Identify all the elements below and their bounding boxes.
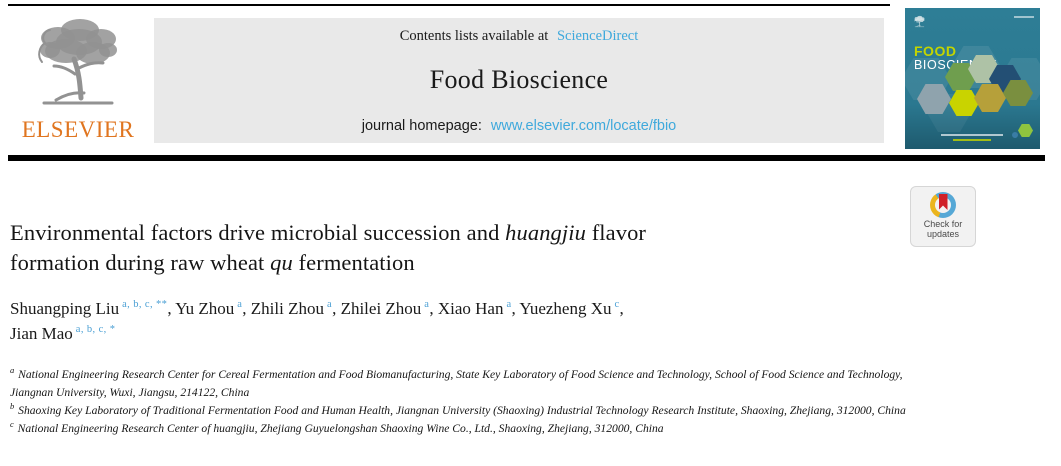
journal-cover-thumbnail: FOOD BIOSCIENCE	[905, 8, 1040, 149]
cover-footer-text	[941, 134, 1003, 136]
affiliation-marker: a	[10, 365, 15, 376]
affiliation-marker: b	[10, 401, 15, 412]
check-for-updates-badge[interactable]: Check for updates	[910, 186, 976, 247]
title-text: Environmental factors drive microbial su…	[10, 220, 506, 245]
title-text: fermentation	[292, 250, 415, 275]
cover-footer-link	[953, 139, 991, 141]
author-name: Yuezheng Xu	[519, 299, 612, 318]
author-name: Jian Mao	[10, 324, 73, 343]
author-name: Zhili Zhou	[250, 299, 324, 318]
crossmark-icon	[930, 192, 956, 218]
check-label-line2: updates	[926, 229, 960, 240]
cover-hexagon	[1003, 80, 1033, 106]
cover-mini-tree-icon	[913, 13, 926, 30]
elsevier-wordmark: ELSEVIER	[21, 117, 135, 142]
cover-society-logo	[1018, 124, 1033, 137]
homepage-prefix: journal homepage:	[361, 118, 482, 134]
author-affiliation-sup[interactable]: a	[237, 299, 243, 311]
author-affiliation-sup[interactable]: a	[327, 299, 333, 311]
header-divider-rule	[8, 155, 1045, 161]
cover-hexagon	[917, 84, 951, 114]
cover-issue-text	[1014, 16, 1034, 18]
homepage-link[interactable]: www.elsevier.com/locate/fbio	[490, 118, 677, 134]
contents-line: Contents lists available at ScienceDirec…	[154, 28, 884, 45]
title-text: flavor	[585, 220, 647, 245]
affiliation: c National Engineering Research Center o…	[10, 419, 664, 435]
title-text: formation during raw wheat	[10, 250, 271, 275]
author-affiliation-sup[interactable]: a	[506, 299, 512, 311]
author-affiliation-sup[interactable]: a, b, c, **	[122, 299, 168, 311]
top-rule	[8, 4, 890, 6]
cover-society-logo-dot	[1012, 132, 1018, 138]
affiliation-list: a National Engineering Research Center f…	[10, 366, 928, 438]
title-italic-term: huangjiu	[505, 220, 586, 245]
elsevier-tree-icon	[26, 12, 130, 112]
cover-hexagon	[949, 90, 979, 116]
homepage-line: journal homepage: www.elsevier.com/locat…	[154, 118, 884, 134]
author-affiliation-sup[interactable]: a, b, c, *	[75, 324, 116, 336]
affiliation: b Shaoxing Key Laboratory of Traditional…	[10, 401, 906, 417]
affiliation: a National Engineering Research Center f…	[10, 365, 903, 399]
author-list: Shuangping Liu a, b, c, **, Yu Zhou a, Zhi…	[10, 299, 624, 343]
journal-name: Food Bioscience	[429, 65, 609, 94]
check-for-updates-label: Check for updates	[911, 219, 975, 240]
journal-header-box: Contents lists available at ScienceDirec…	[154, 18, 884, 143]
affiliation-marker: c	[10, 419, 14, 430]
author-name: Shuangping Liu	[10, 299, 120, 318]
contents-prefix: Contents lists available at	[399, 28, 549, 44]
elsevier-logo: ELSEVIER	[8, 12, 148, 150]
author-name: Yu Zhou	[175, 299, 235, 318]
title-italic-term: qu	[270, 250, 293, 275]
author-affiliation-sup[interactable]: a	[424, 299, 430, 311]
article-title: Environmental factors drive microbial su…	[10, 218, 890, 278]
cover-title-line1: FOOD	[914, 43, 957, 59]
crossmark-bookmark	[938, 194, 948, 210]
author-affiliation-sup[interactable]: c	[614, 299, 620, 311]
sciencedirect-link[interactable]: ScienceDirect	[556, 28, 639, 44]
check-label-line1: Check for	[923, 219, 963, 229]
author-name: Zhilei Zhou	[340, 299, 422, 318]
author-name: Xiao Han	[437, 299, 504, 318]
